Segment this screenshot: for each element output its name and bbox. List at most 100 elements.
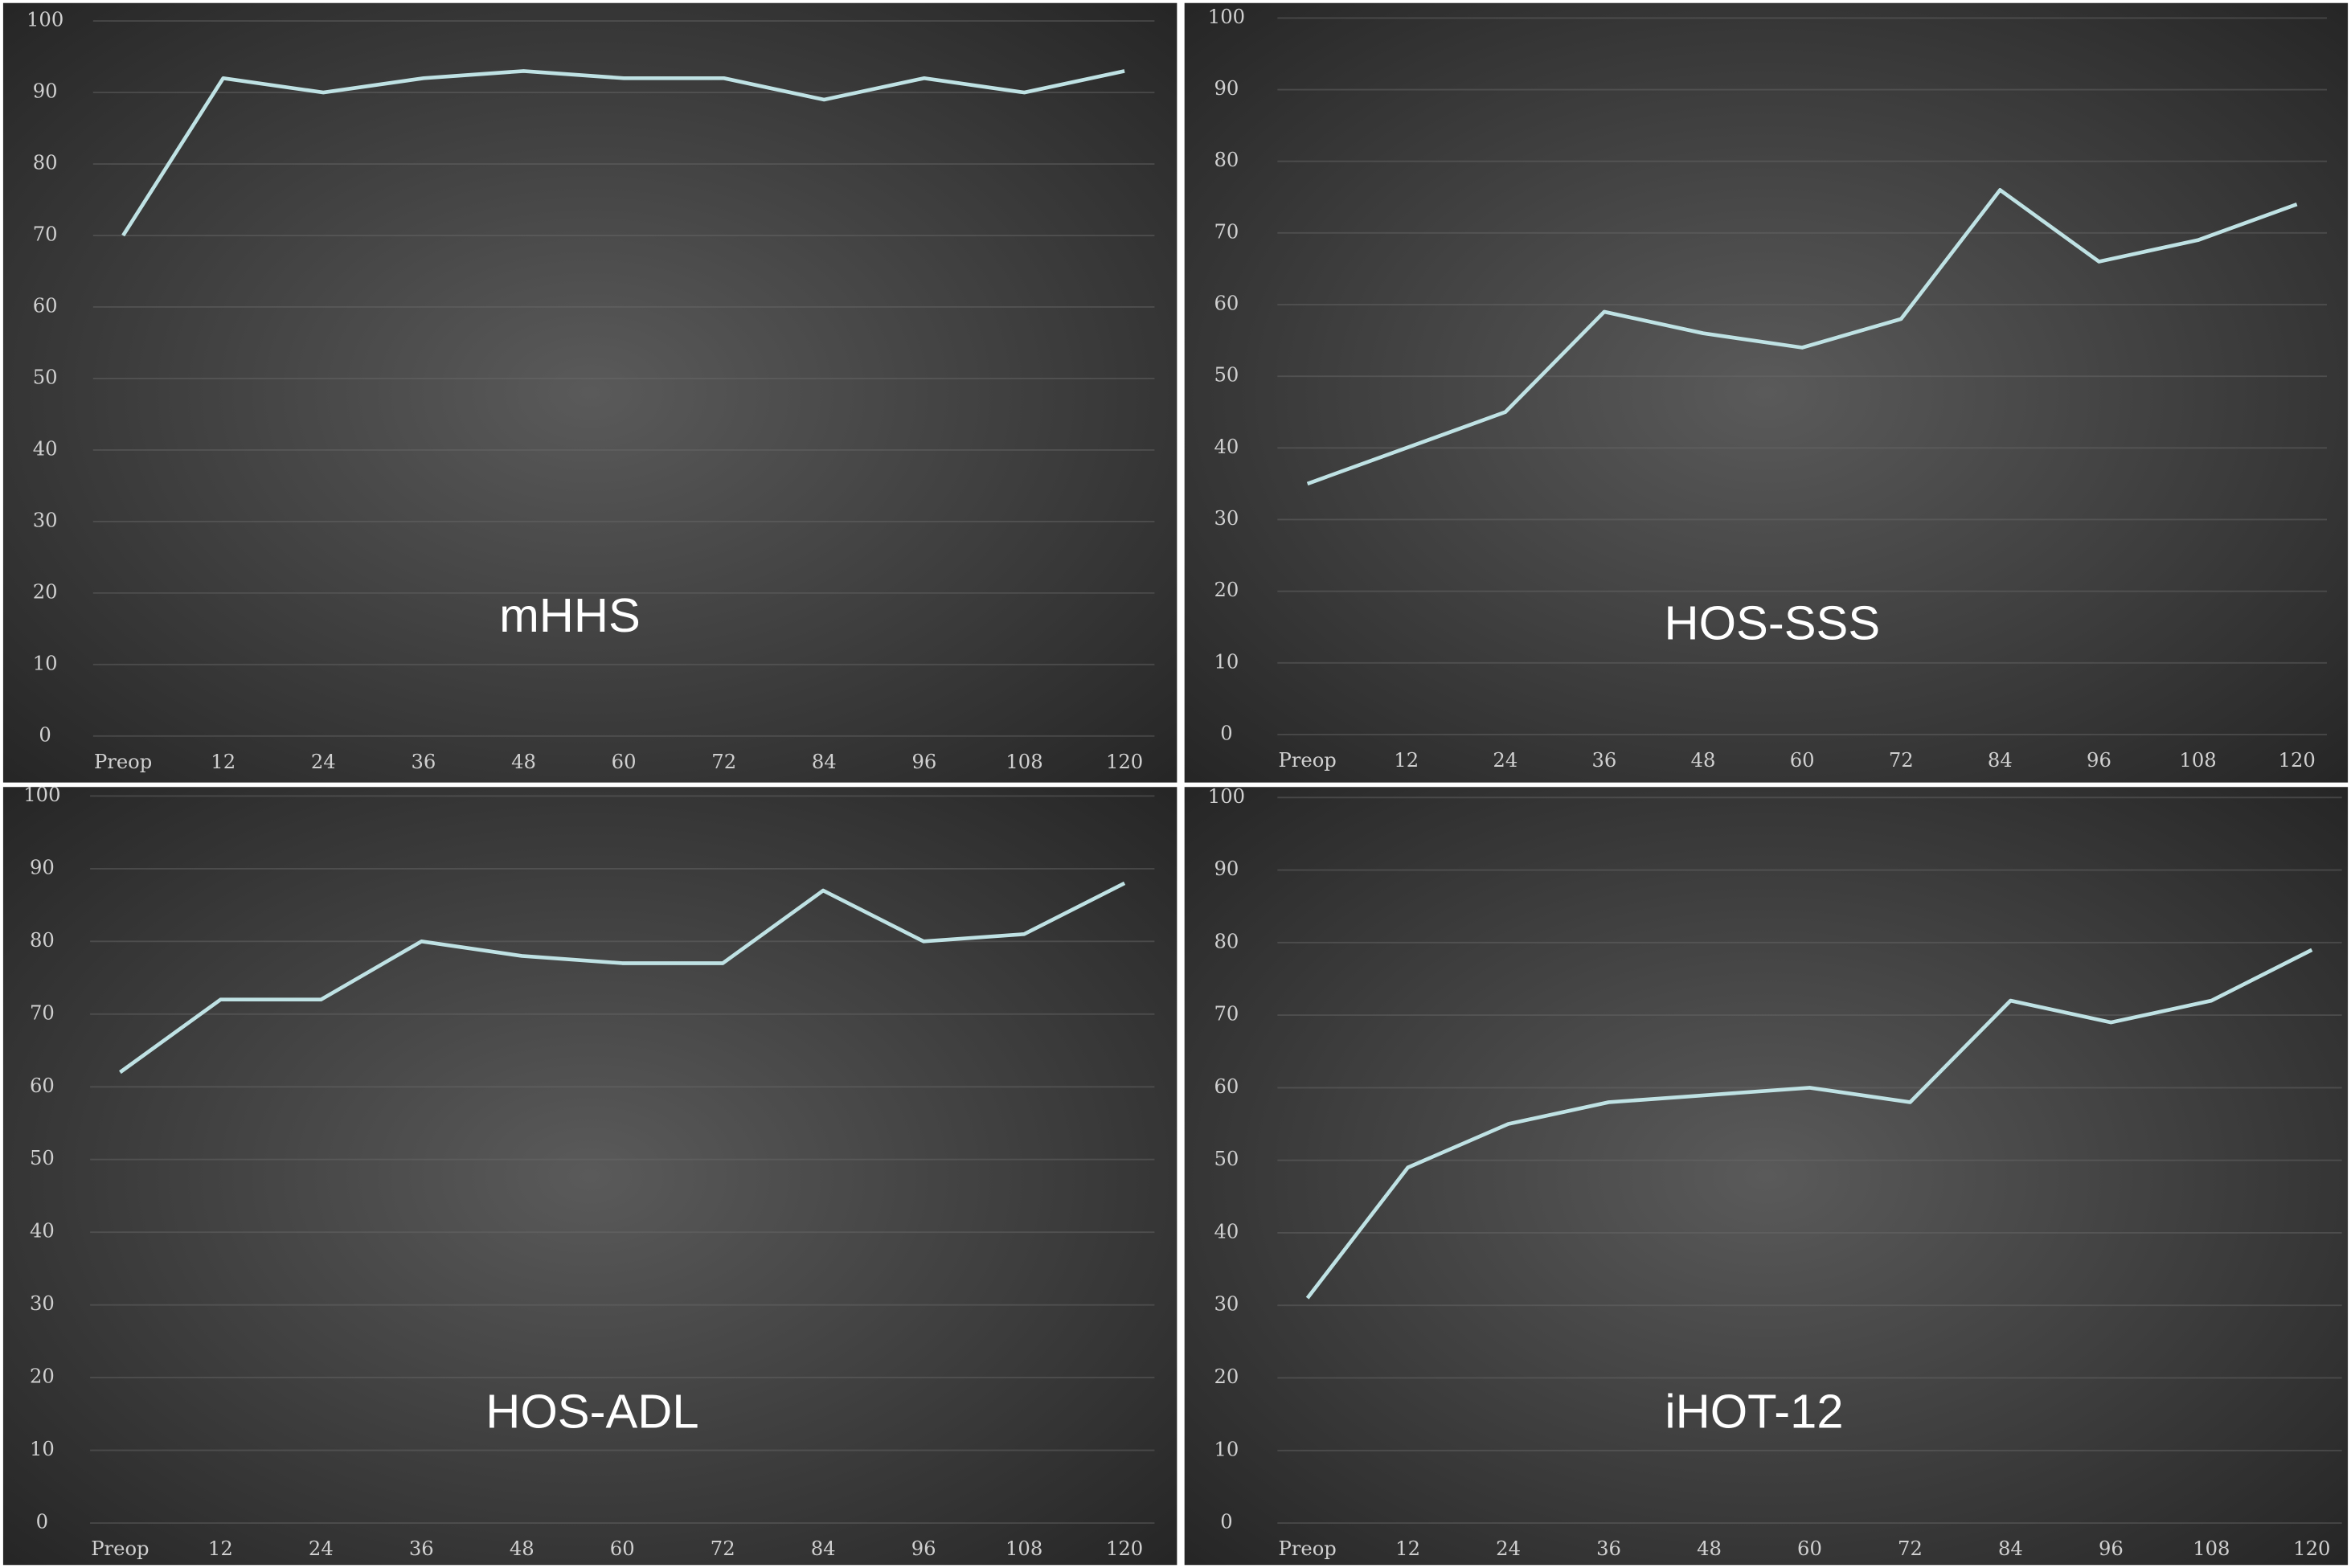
x-tick-label: Preop <box>1278 1537 1336 1560</box>
y-tick-label: 0 <box>1220 721 1232 744</box>
x-tick-label: 72 <box>711 1537 735 1560</box>
panel-background <box>1184 787 2349 1566</box>
x-tick-label: Preop <box>1278 748 1336 772</box>
x-tick-label: 48 <box>1691 748 1716 772</box>
x-tick-label: 24 <box>1496 1537 1521 1560</box>
x-tick-label: 120 <box>2293 1537 2330 1560</box>
y-tick-label: 40 <box>30 1219 55 1243</box>
panel: 0 10 20 30 40 50 60 70 80 90 100 <box>1184 784 2349 1566</box>
data-line <box>1306 188 2298 486</box>
x-tick-label: 24 <box>309 1537 334 1560</box>
y-tick-label: 30 <box>1214 506 1239 530</box>
y-tick-label: 90 <box>33 80 58 103</box>
x-tick-label: 12 <box>208 1537 233 1560</box>
y-tick-label: 100 <box>23 783 60 806</box>
y-tick-label: 20 <box>1214 578 1239 601</box>
y-tick-label: 30 <box>30 1292 55 1315</box>
y-tick-label: 40 <box>33 436 58 460</box>
x-tick-label: 36 <box>411 750 436 773</box>
y-tick-label: 50 <box>1214 1147 1239 1170</box>
x-tick-label: 96 <box>911 750 936 773</box>
x-tick-label: 84 <box>1998 1537 2023 1560</box>
y-tick-label: 90 <box>1214 76 1239 100</box>
y-tick-label: 70 <box>33 223 58 246</box>
x-tick-label: 60 <box>610 1537 635 1560</box>
y-tick-label: 30 <box>1214 1292 1239 1316</box>
x-tick-label: 12 <box>1395 1537 1420 1560</box>
x-tick-label: 108 <box>2179 748 2216 772</box>
y-tick-label: 10 <box>33 651 58 674</box>
chart-title: mHHS <box>499 588 641 642</box>
x-tick-label: 96 <box>911 1537 936 1560</box>
x-tick-label: 120 <box>2279 748 2316 772</box>
x-tick-label: 120 <box>1106 750 1143 773</box>
x-tick-label: 24 <box>311 750 336 773</box>
x-tick-label: Preop <box>94 750 152 773</box>
x-tick-label: 96 <box>2087 748 2111 772</box>
x-tick-label: 12 <box>1394 748 1419 772</box>
y-tick-label: 10 <box>1214 1437 1239 1460</box>
x-tick-label: 84 <box>811 1537 836 1560</box>
chart-title: HOS-SSS <box>1665 596 1881 649</box>
y-tick-label: 20 <box>30 1365 55 1388</box>
y-tick-label: 60 <box>30 1074 55 1097</box>
y-tick-label: 60 <box>1214 292 1239 315</box>
y-tick-label: 20 <box>33 579 58 603</box>
panel-background <box>1184 2 2349 783</box>
panel: 0 10 20 30 40 50 60 70 80 90 100 <box>2 2 1178 783</box>
x-tick-label: 108 <box>1006 750 1042 773</box>
y-tick-label: 50 <box>30 1146 55 1169</box>
x-tick-label: 12 <box>211 750 236 773</box>
x-tick-label: 60 <box>1797 1537 1822 1560</box>
y-tick-label: 40 <box>1214 435 1239 458</box>
y-tick-label: 80 <box>1214 148 1239 171</box>
x-tick-label: Preop <box>91 1537 149 1560</box>
y-tick-label: 80 <box>33 151 58 174</box>
y-tick-label: 70 <box>30 1001 55 1024</box>
chart-title: iHOT-12 <box>1665 1385 1843 1439</box>
x-tick-label: 60 <box>612 750 637 773</box>
x-tick-label: 72 <box>1889 748 1914 772</box>
y-tick-label: 0 <box>1220 1510 1232 1533</box>
panel: 0 10 20 30 40 50 60 70 80 90 100 <box>2 783 1178 1566</box>
x-tick-label: 24 <box>1493 748 1518 772</box>
x-tick-label: 72 <box>711 750 736 773</box>
chart-title: HOS-ADL <box>485 1385 698 1439</box>
data-line <box>119 881 1126 1075</box>
panel: 0 10 20 30 40 50 60 70 80 90 100 <box>1184 2 2349 783</box>
y-tick-label: 70 <box>1214 219 1239 243</box>
y-tick-label: 30 <box>33 508 58 531</box>
x-tick-label: 96 <box>2099 1537 2124 1560</box>
y-tick-label: 90 <box>30 855 55 878</box>
y-tick-label: 80 <box>30 928 55 952</box>
x-tick-label: 120 <box>1106 1537 1143 1560</box>
x-tick-label: 72 <box>1898 1537 1923 1560</box>
y-tick-label: 100 <box>1208 784 1245 808</box>
x-tick-label: 48 <box>511 750 536 773</box>
y-tick-label: 50 <box>33 365 58 388</box>
y-tick-label: 10 <box>1214 649 1239 673</box>
data-line <box>1305 948 2313 1300</box>
x-tick-label: 48 <box>510 1537 535 1560</box>
x-tick-label: 84 <box>1988 748 2013 772</box>
y-tick-label: 80 <box>1214 929 1239 952</box>
x-tick-label: 36 <box>1596 1537 1621 1560</box>
x-tick-label: 48 <box>1697 1537 1722 1560</box>
y-tick-label: 40 <box>1214 1219 1239 1243</box>
data-line <box>121 69 1125 237</box>
panel-background <box>2 2 1178 783</box>
y-tick-label: 0 <box>36 1510 48 1533</box>
x-tick-label: 108 <box>1006 1537 1042 1560</box>
y-tick-label: 60 <box>1214 1075 1239 1098</box>
x-tick-label: 84 <box>812 750 837 773</box>
y-tick-label: 10 <box>30 1437 55 1460</box>
y-tick-label: 60 <box>33 293 58 317</box>
x-tick-label: 36 <box>409 1537 434 1560</box>
x-tick-label: 36 <box>1592 748 1617 772</box>
y-tick-label: 100 <box>1208 5 1245 28</box>
x-tick-label: 60 <box>1790 748 1815 772</box>
y-tick-label: 100 <box>27 8 63 31</box>
panel-background <box>2 787 1178 1566</box>
y-tick-label: 90 <box>1214 857 1239 880</box>
